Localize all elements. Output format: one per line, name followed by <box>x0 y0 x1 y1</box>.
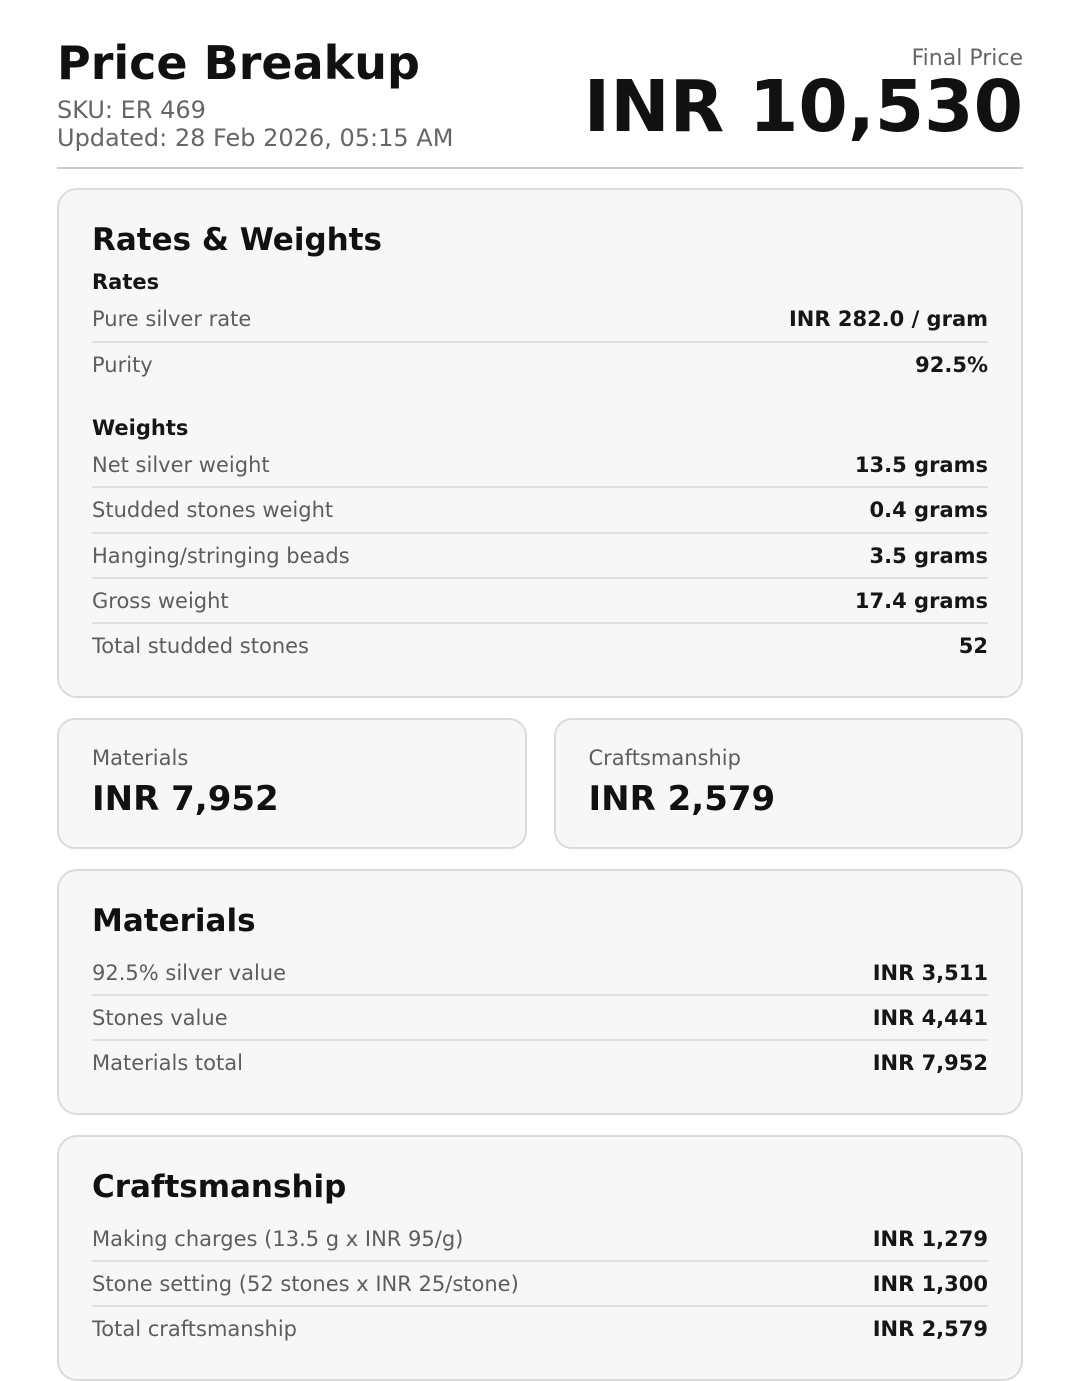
row-value: INR 4,441 <box>872 1005 988 1030</box>
breakup-row: Materials total INR 7,952 <box>92 1041 988 1084</box>
breakup-row: Pure silver rate INR 282.0 / gram <box>92 297 988 343</box>
breakup-row: Purity 92.5% <box>92 343 988 386</box>
breakup-row: Making charges (13.5 g x INR 95/g) INR 1,… <box>92 1217 988 1262</box>
row-value: 92.5% <box>915 352 988 377</box>
row-label: Studded stones weight <box>92 498 334 523</box>
craftsmanship-title: Craftsmanship <box>92 1168 347 1205</box>
sku-text: SKU: ER 469 <box>57 95 206 124</box>
breakup-row: Gross weight 17.4 grams <box>92 579 988 625</box>
updated-text: Updated: 28 Feb 2026, 05:15 AM <box>57 124 454 153</box>
summary-cards-row: Materials INR 7,952 Craftsmanship INR 2,… <box>57 717 1023 849</box>
row-value: 17.4 grams <box>854 588 988 613</box>
rates-rows: Pure silver rate INR 282.0 / gram Purity 92… <box>92 297 988 386</box>
row-value: INR 1,279 <box>872 1226 988 1251</box>
materials-summary-value: INR 7,952 <box>92 778 279 819</box>
row-label: Hanging/stringing beads <box>92 543 350 568</box>
breakup-row: Stones value INR 4,441 <box>92 996 988 1042</box>
row-label: 92.5% silver value <box>92 960 287 985</box>
row-label: Making charges (13.5 g x INR 95/g) <box>92 1226 464 1251</box>
materials-card: Materials 92.5% silver value INR 3,511 Sto… <box>57 868 1023 1115</box>
final-price-label: Final Price <box>911 46 1023 71</box>
rates-section-heading: Rates <box>92 270 160 295</box>
breakup-row: Hanging/stringing beads 3.5 grams <box>92 534 988 579</box>
rates-weights-title: Rates & Weights <box>92 222 382 259</box>
row-value: 13.5 grams <box>854 452 988 477</box>
breakup-row: Studded stones weight 0.4 grams <box>92 488 988 534</box>
weights-section-heading: Weights <box>92 415 189 440</box>
rates-section: Rates Pure silver rate INR 282.0 / gram Pu… <box>92 270 988 386</box>
weights-rows: Net silver weight 13.5 grams Studded stone… <box>92 443 988 668</box>
row-value: INR 2,579 <box>872 1317 988 1342</box>
row-label: Total craftsmanship <box>92 1317 298 1342</box>
page-title: Price Breakup <box>57 36 420 90</box>
page-header: Price Breakup SKU: ER 469 Updated: 28 Fe… <box>57 38 1023 153</box>
row-value: INR 3,511 <box>872 960 988 985</box>
row-label: Gross weight <box>92 588 229 613</box>
row-label: Stone setting (52 stones x INR 25/stone) <box>92 1271 519 1296</box>
breakup-row: Total craftsmanship INR 2,579 <box>92 1307 988 1350</box>
breakup-row: Stone setting (52 stones x INR 25/stone)… <box>92 1262 988 1308</box>
row-value: INR 282.0 / gram <box>788 307 988 332</box>
header-left: Price Breakup SKU: ER 469 Updated: 28 Fe… <box>57 38 453 153</box>
materials-title: Materials <box>92 902 256 939</box>
row-value: INR 7,952 <box>872 1051 988 1076</box>
materials-rows: 92.5% silver value INR 3,511 Stones value I… <box>92 951 988 1085</box>
craftsmanship-summary-value: INR 2,579 <box>588 778 776 819</box>
breakup-row: 92.5% silver value INR 3,511 <box>92 951 988 996</box>
row-label: Pure silver rate <box>92 307 252 332</box>
weights-section: Weights Net silver weight 13.5 grams Studd… <box>92 416 988 668</box>
craftsmanship-summary-card: Craftsmanship INR 2,579 <box>553 717 1023 849</box>
header-right: Final Price INR 10,530 <box>453 38 1023 143</box>
row-label: Purity <box>92 352 153 377</box>
rates-weights-card: Rates & Weights Rates Pure silver rate IN… <box>57 188 1023 698</box>
row-label: Materials total <box>92 1051 243 1076</box>
row-value: INR 1,300 <box>872 1271 988 1296</box>
craftsmanship-rows: Making charges (13.5 g x INR 95/g) INR 1,… <box>92 1217 988 1351</box>
row-value: 3.5 grams <box>869 543 988 568</box>
craftsmanship-summary-label: Craftsmanship <box>588 745 741 770</box>
row-label: Net silver weight <box>92 452 270 477</box>
materials-summary-card: Materials INR 7,952 <box>57 717 527 849</box>
row-value: 52 <box>958 634 988 659</box>
breakup-row: Net silver weight 13.5 grams <box>92 443 988 489</box>
row-label: Stones value <box>92 1005 228 1030</box>
craftsmanship-card: Craftsmanship Making charges (13.5 g x I… <box>57 1134 1023 1381</box>
row-label: Total studded stones <box>92 634 309 659</box>
materials-summary-label: Materials <box>92 745 189 770</box>
header-divider <box>57 167 1023 170</box>
row-value: 0.4 grams <box>869 498 988 523</box>
breakup-row: Total studded stones 52 <box>92 624 988 667</box>
final-price-value: INR 10,530 <box>583 65 1023 148</box>
